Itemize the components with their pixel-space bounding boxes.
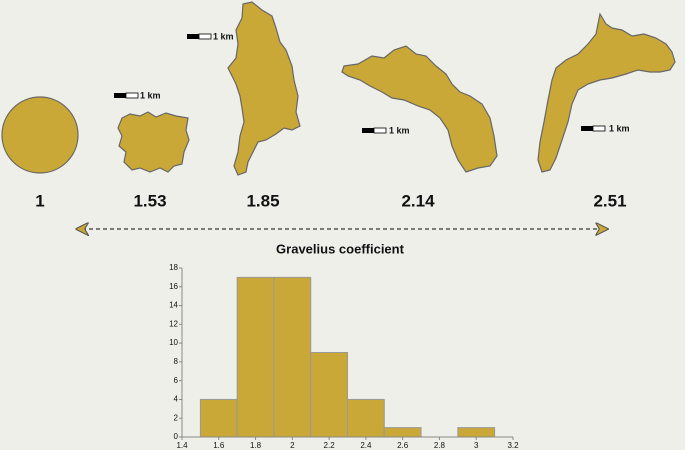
bar: [383, 427, 422, 438]
scale-bar: [373, 127, 387, 134]
bar: [310, 352, 349, 438]
y-tick-label: 2: [174, 413, 179, 422]
scale-bar: [125, 92, 139, 99]
chart-title: Gravelius coefficient: [276, 241, 405, 256]
bar: [273, 276, 312, 438]
x-tick-label: 1.8: [250, 441, 262, 450]
shape-value: 1.53: [133, 191, 166, 210]
shape-value: 2.51: [593, 191, 626, 210]
shape-circle: [1, 96, 79, 174]
histogram: 0 2 4 6 8 10 12 14 16 18 1.4 1.6 1.8 2 2.2 2.4 2.6 2.8 3 3.…: [169, 263, 519, 450]
scale-label: 1 km: [609, 123, 630, 133]
x-tick-label: 3.2: [507, 441, 519, 450]
y-tick-label: 16: [169, 282, 178, 291]
shape-value: 1.85: [246, 191, 279, 210]
x-tick-label: 2.6: [397, 441, 409, 450]
scale-label: 1 km: [140, 90, 161, 100]
y-tick-label: 14: [169, 301, 178, 310]
scale-label: 1 km: [389, 125, 410, 135]
x-tick-label: 1.6: [213, 441, 225, 450]
shape-value: 1: [35, 191, 44, 210]
x-tick-label: 2.4: [360, 441, 372, 450]
scale-label: 1 km: [213, 31, 234, 41]
shape-basin: [341, 45, 498, 173]
x-tick-label: 2.8: [434, 441, 446, 450]
scale-bar: [592, 125, 606, 132]
shape-basin: [537, 12, 676, 173]
y-tick-label: 10: [169, 338, 178, 347]
scale-bar: [362, 128, 374, 133]
bar: [199, 398, 238, 438]
shape-basin: [227, 1, 301, 176]
y-tick-label: 0: [174, 432, 179, 441]
scale-bar: [198, 33, 212, 40]
x-tick-label: 1.4: [176, 441, 188, 450]
y-tick-label: 4: [174, 395, 179, 404]
x-tick-label: 2: [290, 441, 295, 450]
y-tick-label: 6: [174, 376, 179, 385]
x-tick-label: 3: [474, 441, 479, 450]
bar: [236, 276, 275, 438]
scale-bar: [187, 34, 199, 39]
shape-basin: [117, 111, 190, 173]
shape-value: 2.14: [401, 191, 435, 210]
bar: [457, 427, 496, 438]
y-tick-label: 18: [169, 263, 178, 272]
y-tick-label: 8: [174, 357, 179, 366]
bar: [347, 398, 385, 438]
y-tick-label: 12: [169, 319, 178, 328]
scale-bar: [581, 126, 593, 131]
x-tick-label: 2.2: [324, 441, 336, 450]
scale-bar: [114, 93, 126, 98]
